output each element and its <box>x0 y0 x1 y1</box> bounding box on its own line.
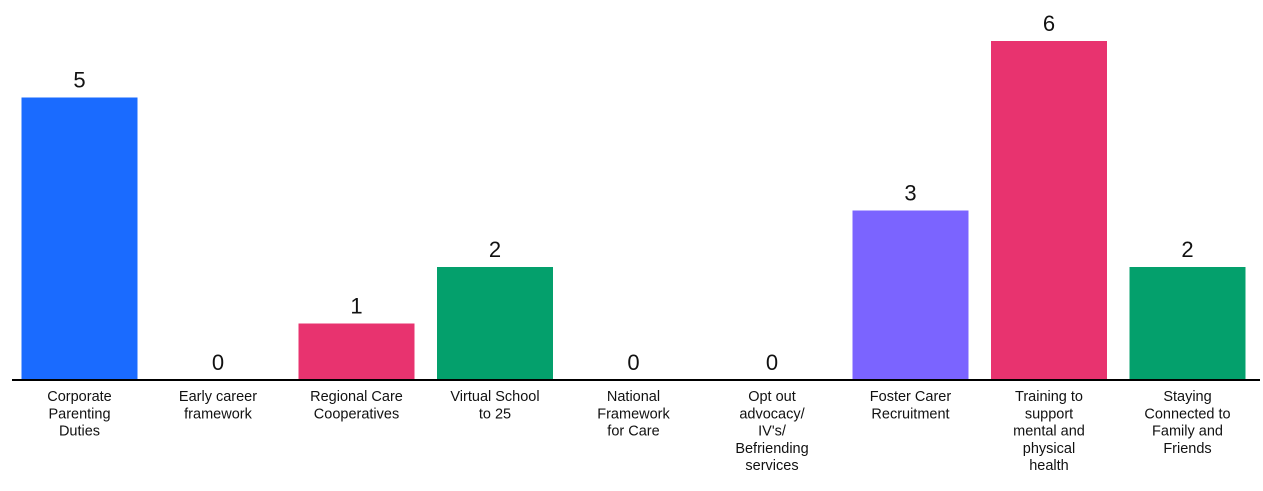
category-label-line: Training to <box>1015 389 1083 405</box>
category-label-line: framework <box>184 406 252 422</box>
category-label-line: Early career <box>179 389 257 405</box>
category-label-line: health <box>1029 458 1069 474</box>
category-label-line: advocacy/ <box>739 406 805 422</box>
value-label-6: 3 <box>904 181 916 206</box>
value-labels-group: 5 0 1 2 0 0 3 6 2 <box>73 11 1193 375</box>
category-label-line: IV's/ <box>758 424 787 440</box>
value-label-8: 2 <box>1181 237 1193 262</box>
category-label-line: Parenting <box>48 406 110 422</box>
category-label-line: Befriending <box>735 441 808 457</box>
category-label-line: Opt out <box>748 389 796 405</box>
category-label-line: physical <box>1023 441 1075 457</box>
bars-group <box>21 41 1246 380</box>
category-label-line: Connected to <box>1144 406 1230 422</box>
category-label-line: Recruitment <box>871 406 949 422</box>
value-label-1: 0 <box>212 350 224 375</box>
value-label-0: 5 <box>73 68 85 93</box>
value-label-3: 2 <box>489 237 501 262</box>
category-label-2: Regional Care Cooperatives <box>310 389 403 422</box>
category-label-line: mental and <box>1013 424 1085 440</box>
value-label-7: 6 <box>1043 11 1055 36</box>
category-label-line: services <box>745 458 798 474</box>
category-label-0: Corporate Parenting Duties <box>47 389 111 440</box>
category-label-line: for Care <box>607 424 659 440</box>
value-label-4: 0 <box>627 350 639 375</box>
category-label-line: Cooperatives <box>314 406 399 422</box>
category-label-line: Corporate <box>47 389 111 405</box>
category-label-line: National <box>607 389 660 405</box>
bar-6 <box>852 210 969 380</box>
category-label-6: Foster Carer Recruitment <box>870 389 952 422</box>
category-label-line: Foster Carer <box>870 389 952 405</box>
category-label-line: Staying <box>1163 389 1211 405</box>
category-label-line: support <box>1025 406 1073 422</box>
category-label-7: Training to support mental and physical heal… <box>1013 389 1085 474</box>
category-label-line: Friends <box>1163 441 1211 457</box>
category-label-line: Regional Care <box>310 389 403 405</box>
bar-0 <box>21 97 138 380</box>
value-label-5: 0 <box>766 350 778 375</box>
category-label-4: National Framework for Care <box>597 389 670 440</box>
bar-3 <box>437 267 553 380</box>
category-label-8: Staying Connected to Family and Friends <box>1144 389 1230 457</box>
value-label-2: 1 <box>350 294 362 319</box>
category-label-line: to 25 <box>479 406 511 422</box>
category-labels-group: Corporate Parenting Duties Early career fram… <box>47 389 1230 474</box>
category-label-line: Framework <box>597 406 670 422</box>
bar-8 <box>1129 267 1246 380</box>
category-label-line: Family and <box>1152 424 1223 440</box>
category-label-line: Duties <box>59 424 100 440</box>
bar-7 <box>991 41 1107 380</box>
category-label-line: Virtual School <box>450 389 539 405</box>
category-label-3: Virtual School to 25 <box>450 389 539 422</box>
bar-2 <box>298 323 415 380</box>
category-label-5: Opt out advocacy/IV's/Befriending services <box>735 389 808 474</box>
category-label-1: Early career framework <box>179 389 257 422</box>
